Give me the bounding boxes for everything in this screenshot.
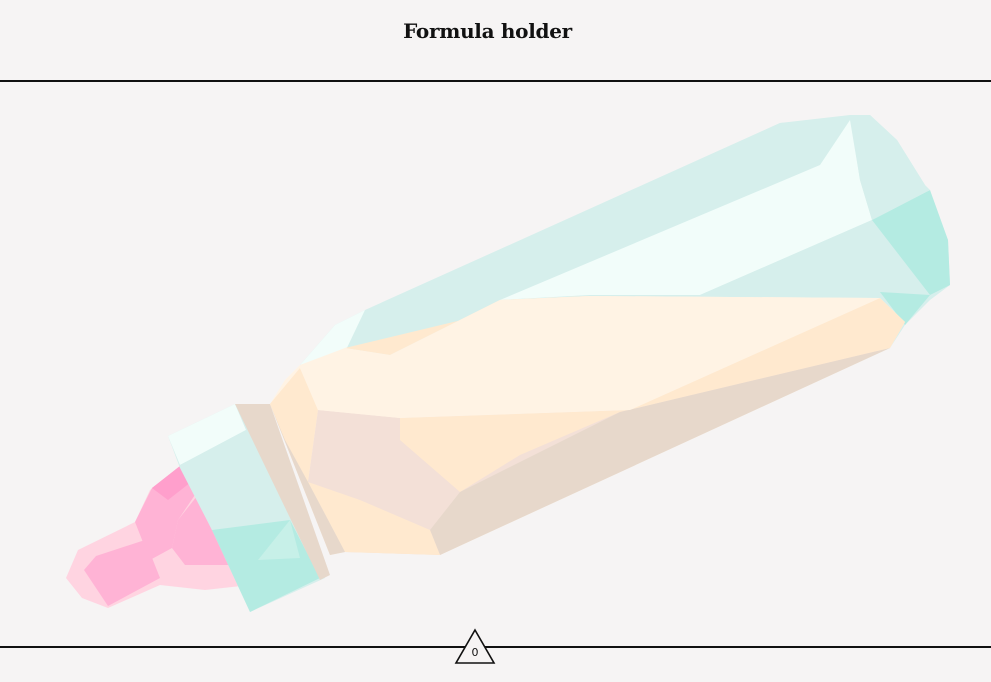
- baby-bottle-illustration: [66, 115, 950, 612]
- footer-divider: [0, 646, 991, 648]
- header: Formula holder: [0, 0, 991, 82]
- counter-badge[interactable]: 0: [454, 628, 496, 666]
- page-title: Formula holder: [403, 19, 572, 43]
- bottle-formula: [270, 296, 905, 555]
- bottle-collar: [168, 404, 330, 612]
- badge-count: 0: [471, 646, 479, 659]
- triangle-icon: [454, 628, 496, 664]
